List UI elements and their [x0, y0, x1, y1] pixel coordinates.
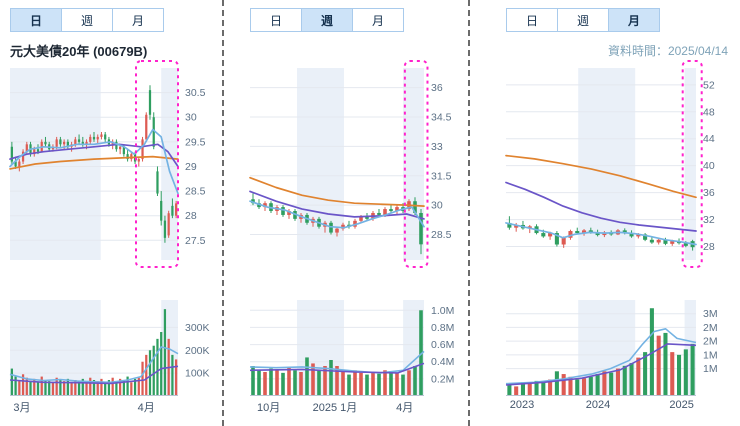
svg-text:1M: 1M: [703, 363, 718, 375]
svg-text:1.0M: 1.0M: [431, 305, 454, 317]
svg-text:30: 30: [431, 200, 443, 212]
title-row: 資料時間：2025/04/14: [506, 38, 740, 62]
svg-text:28.5: 28.5: [185, 186, 206, 198]
x-axis-label: 3月: [13, 402, 31, 414]
period-tabs: 日 週 月: [506, 8, 740, 32]
svg-text:33: 33: [431, 141, 443, 153]
svg-text:34.5: 34.5: [431, 111, 452, 123]
price-chart-daily: 30.5 30 29.5 29 28.5 28 27.5: [9, 60, 222, 268]
tab-week[interactable]: 週: [557, 8, 609, 32]
svg-text:300K: 300K: [185, 322, 210, 334]
x-axis-label: 2023: [509, 399, 535, 411]
tab-day[interactable]: 日: [10, 8, 62, 32]
tab-day[interactable]: 日: [506, 8, 558, 32]
chart-panel-monthly: 日 週 月 資料時間：2025/04/14 52 48 44 40 36 32 28 3M 2…: [468, 0, 740, 426]
x-axis-label: 2025: [669, 399, 694, 411]
svg-text:52: 52: [703, 79, 715, 91]
chart-title: 元大美債20年 (00679B): [10, 43, 148, 59]
tab-month[interactable]: 月: [112, 8, 164, 32]
svg-text:30.5: 30.5: [185, 87, 206, 99]
x-axis-label: 4月: [396, 402, 414, 414]
svg-text:200K: 200K: [185, 345, 210, 357]
svg-text:1M: 1M: [703, 349, 718, 361]
x-axis-labels: 3月 4月: [10, 399, 222, 415]
volume-chart-daily: 300K 200K 100K: [9, 300, 222, 396]
x-axis-label: 10月: [256, 402, 281, 414]
title-row: [250, 38, 468, 62]
svg-text:2M: 2M: [703, 336, 718, 348]
svg-text:2M: 2M: [703, 322, 718, 334]
period-tabs: 日 週 月: [10, 8, 222, 32]
price-chart-monthly: 52 48 44 40 36 32 28: [505, 60, 740, 268]
svg-text:29: 29: [185, 161, 197, 173]
svg-text:0.6M: 0.6M: [431, 339, 454, 351]
svg-text:27.5: 27.5: [185, 235, 206, 247]
tab-week[interactable]: 週: [301, 8, 353, 32]
svg-text:36: 36: [703, 187, 715, 199]
svg-text:48: 48: [703, 106, 715, 118]
svg-text:0.8M: 0.8M: [431, 322, 454, 334]
tab-week[interactable]: 週: [61, 8, 113, 32]
x-axis-labels: 10月 2025 1月 4月: [250, 399, 468, 415]
svg-text:28: 28: [185, 210, 197, 222]
svg-text:0.2M: 0.2M: [431, 373, 454, 385]
svg-text:31.5: 31.5: [431, 170, 452, 182]
svg-text:40: 40: [703, 160, 715, 172]
svg-text:36: 36: [431, 82, 443, 94]
svg-text:44: 44: [703, 133, 715, 145]
period-tabs: 日 週 月: [250, 8, 468, 32]
title-row: 元大美債20年 (00679B): [10, 38, 222, 62]
svg-text:32: 32: [703, 214, 715, 226]
svg-text:100K: 100K: [185, 368, 210, 380]
tab-month[interactable]: 月: [608, 8, 660, 32]
data-time-label: 資料時間：2025/04/14: [607, 43, 728, 58]
chart-panel-daily: 日 週 月 元大美債20年 (00679B) 30.5 30 29.5 29 28.5 2…: [0, 0, 222, 426]
svg-text:3M: 3M: [703, 308, 718, 320]
volume-chart-monthly: 3M 2M 2M 1M 1M: [505, 300, 740, 396]
x-axis-label: 2024: [585, 399, 611, 411]
tab-day[interactable]: 日: [250, 8, 302, 32]
x-axis-label: 4月: [137, 402, 155, 414]
x-axis-labels: 2023 2024 2025: [506, 399, 740, 415]
svg-text:28: 28: [703, 241, 715, 253]
chart-panel-weekly: 日 週 月 36 34.5 33 31.5 30 28.5 1.0M 0.8M 0.6M 0.4…: [222, 0, 468, 426]
price-chart-weekly: 36 34.5 33 31.5 30 28.5: [249, 60, 468, 268]
svg-text:30: 30: [185, 112, 197, 124]
svg-text:28.5: 28.5: [431, 229, 452, 241]
tab-month[interactable]: 月: [352, 8, 404, 32]
svg-text:0.4M: 0.4M: [431, 356, 454, 368]
x-axis-label: 2025 1月: [312, 402, 358, 414]
svg-text:29.5: 29.5: [185, 136, 206, 148]
volume-chart-weekly: 1.0M 0.8M 0.6M 0.4M 0.2M: [249, 300, 468, 396]
